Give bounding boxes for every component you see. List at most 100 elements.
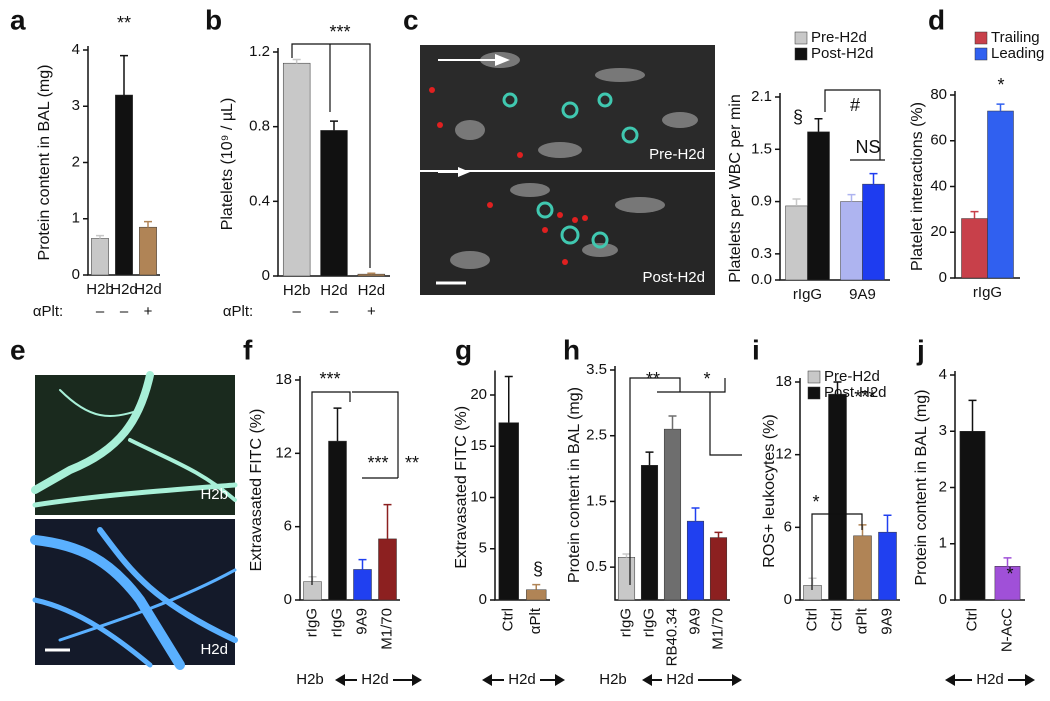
x-tick-label: 9A9	[686, 608, 703, 635]
error-bar	[691, 507, 700, 522]
annotation: ***	[319, 369, 340, 389]
bar	[785, 205, 808, 281]
bar	[840, 201, 863, 281]
y-tick-label: 3	[72, 97, 80, 114]
x-tick-label: rIgG	[793, 286, 822, 303]
legend-label: Post-H2d	[824, 384, 887, 401]
row-value: –	[96, 303, 105, 320]
y-tick-label: 20	[930, 223, 947, 240]
legend-swatch	[974, 47, 988, 61]
y-tick-label: 60	[930, 132, 947, 149]
bar	[320, 130, 348, 277]
y-tick-label: 2	[72, 153, 80, 170]
bar	[328, 440, 347, 601]
error-bar	[292, 58, 301, 64]
legend-label: Trailing	[991, 29, 1040, 46]
y-tick-label: 15	[470, 437, 487, 454]
y-tick-label: 6	[284, 518, 292, 535]
panel-letter: j	[916, 334, 925, 365]
y-tick-label: 1	[939, 535, 947, 552]
panel-letter: a	[10, 4, 26, 35]
annotation: #	[850, 95, 860, 115]
bar	[807, 131, 830, 281]
y-tick-label: 1.5	[586, 492, 607, 509]
bar	[987, 110, 1014, 279]
error-bar	[333, 407, 342, 442]
y-tick-label: 6	[784, 518, 792, 535]
row-label: αPlt:	[33, 303, 63, 320]
y-tick-label: 4	[72, 41, 80, 58]
row-value: +	[367, 303, 376, 320]
y-axis-label: Protein content in BAL (mg)	[913, 390, 930, 586]
x-tick-label: RB40.34	[663, 608, 680, 666]
error-bar	[330, 120, 338, 131]
x-tick-label: αPlt	[527, 607, 544, 634]
y-axis-label: Platelets (10⁹ / µL)	[219, 98, 236, 231]
panel-letter: h	[563, 334, 580, 365]
row-value: +	[144, 303, 153, 320]
panel-letter: g	[455, 334, 472, 365]
legend-swatch	[974, 31, 988, 45]
row-value: –	[292, 303, 301, 320]
x-tick-label: 9A9	[353, 608, 370, 635]
bar	[961, 218, 988, 279]
error-bar	[383, 503, 392, 539]
micrograph-c: c Pre-H2d Post-H2d	[403, 4, 715, 295]
y-tick-label: 1	[72, 210, 80, 227]
y-tick-label: 12	[275, 444, 292, 461]
bar	[115, 94, 133, 276]
error-bar	[358, 558, 367, 570]
image	[420, 172, 715, 295]
arrow-head	[335, 674, 422, 686]
x-tick-label: 9A9	[849, 286, 876, 303]
error-bar	[869, 172, 878, 185]
x-tick-label: Ctrl	[500, 608, 517, 631]
y-tick-label: 2.1	[751, 88, 772, 105]
y-tick-label: 0	[479, 591, 487, 608]
panel-letter: e	[10, 334, 26, 365]
y-tick-label: 0	[939, 591, 947, 608]
bar	[853, 535, 872, 601]
x-tick-label: M1/70	[378, 608, 395, 650]
annotation: *	[997, 75, 1004, 95]
chart: h Protein content in BAL (mg) 0.5 1.5 2.5 3.5…	[563, 334, 742, 688]
bar	[862, 183, 885, 281]
y-tick-label: 0.0	[751, 271, 772, 288]
annotation: ***	[854, 387, 875, 407]
image-label: H2d	[200, 641, 228, 658]
y-axis-label: ROS+ leukocytes (%)	[761, 414, 778, 567]
row-value: –	[330, 303, 339, 320]
x-tick-label: rIgG	[328, 608, 345, 637]
micrograph-e: e H2b H2d	[10, 334, 238, 670]
annotation: NS	[855, 137, 880, 157]
error-bar	[968, 399, 977, 432]
y-tick-label: 0	[72, 266, 80, 283]
bar	[663, 428, 682, 601]
error-bar	[645, 451, 654, 466]
arrow-head	[945, 674, 1035, 686]
chart: j Protein content in BAL (mg) 0 1 2 3 4 Ctrl N-A…	[913, 334, 1035, 688]
y-tick-label: 0.8	[249, 118, 270, 135]
y-axis-label: Extravasated FITC (%)	[248, 409, 265, 572]
bar	[357, 273, 386, 277]
error-bar	[814, 118, 823, 132]
y-tick-label: 1.5	[751, 140, 772, 157]
x-tick-label: M1/70	[709, 608, 726, 650]
row-value: –	[120, 303, 129, 320]
error-bar	[120, 54, 128, 95]
annotation: §	[533, 559, 543, 579]
error-bar	[833, 381, 842, 395]
image-label: Pre-H2d	[649, 146, 705, 163]
error-bar	[96, 234, 104, 239]
annotation: §	[793, 107, 803, 127]
bar	[878, 531, 897, 601]
error-bar	[970, 210, 979, 219]
error-bar	[504, 375, 513, 423]
bar	[994, 566, 1021, 601]
legend-label: Pre-H2d	[824, 368, 880, 385]
error-bar	[1003, 557, 1012, 567]
error-bar	[996, 103, 1005, 112]
y-axis-label: Platelets per WBC per min	[727, 94, 744, 283]
y-tick-label: 0.3	[751, 245, 772, 262]
